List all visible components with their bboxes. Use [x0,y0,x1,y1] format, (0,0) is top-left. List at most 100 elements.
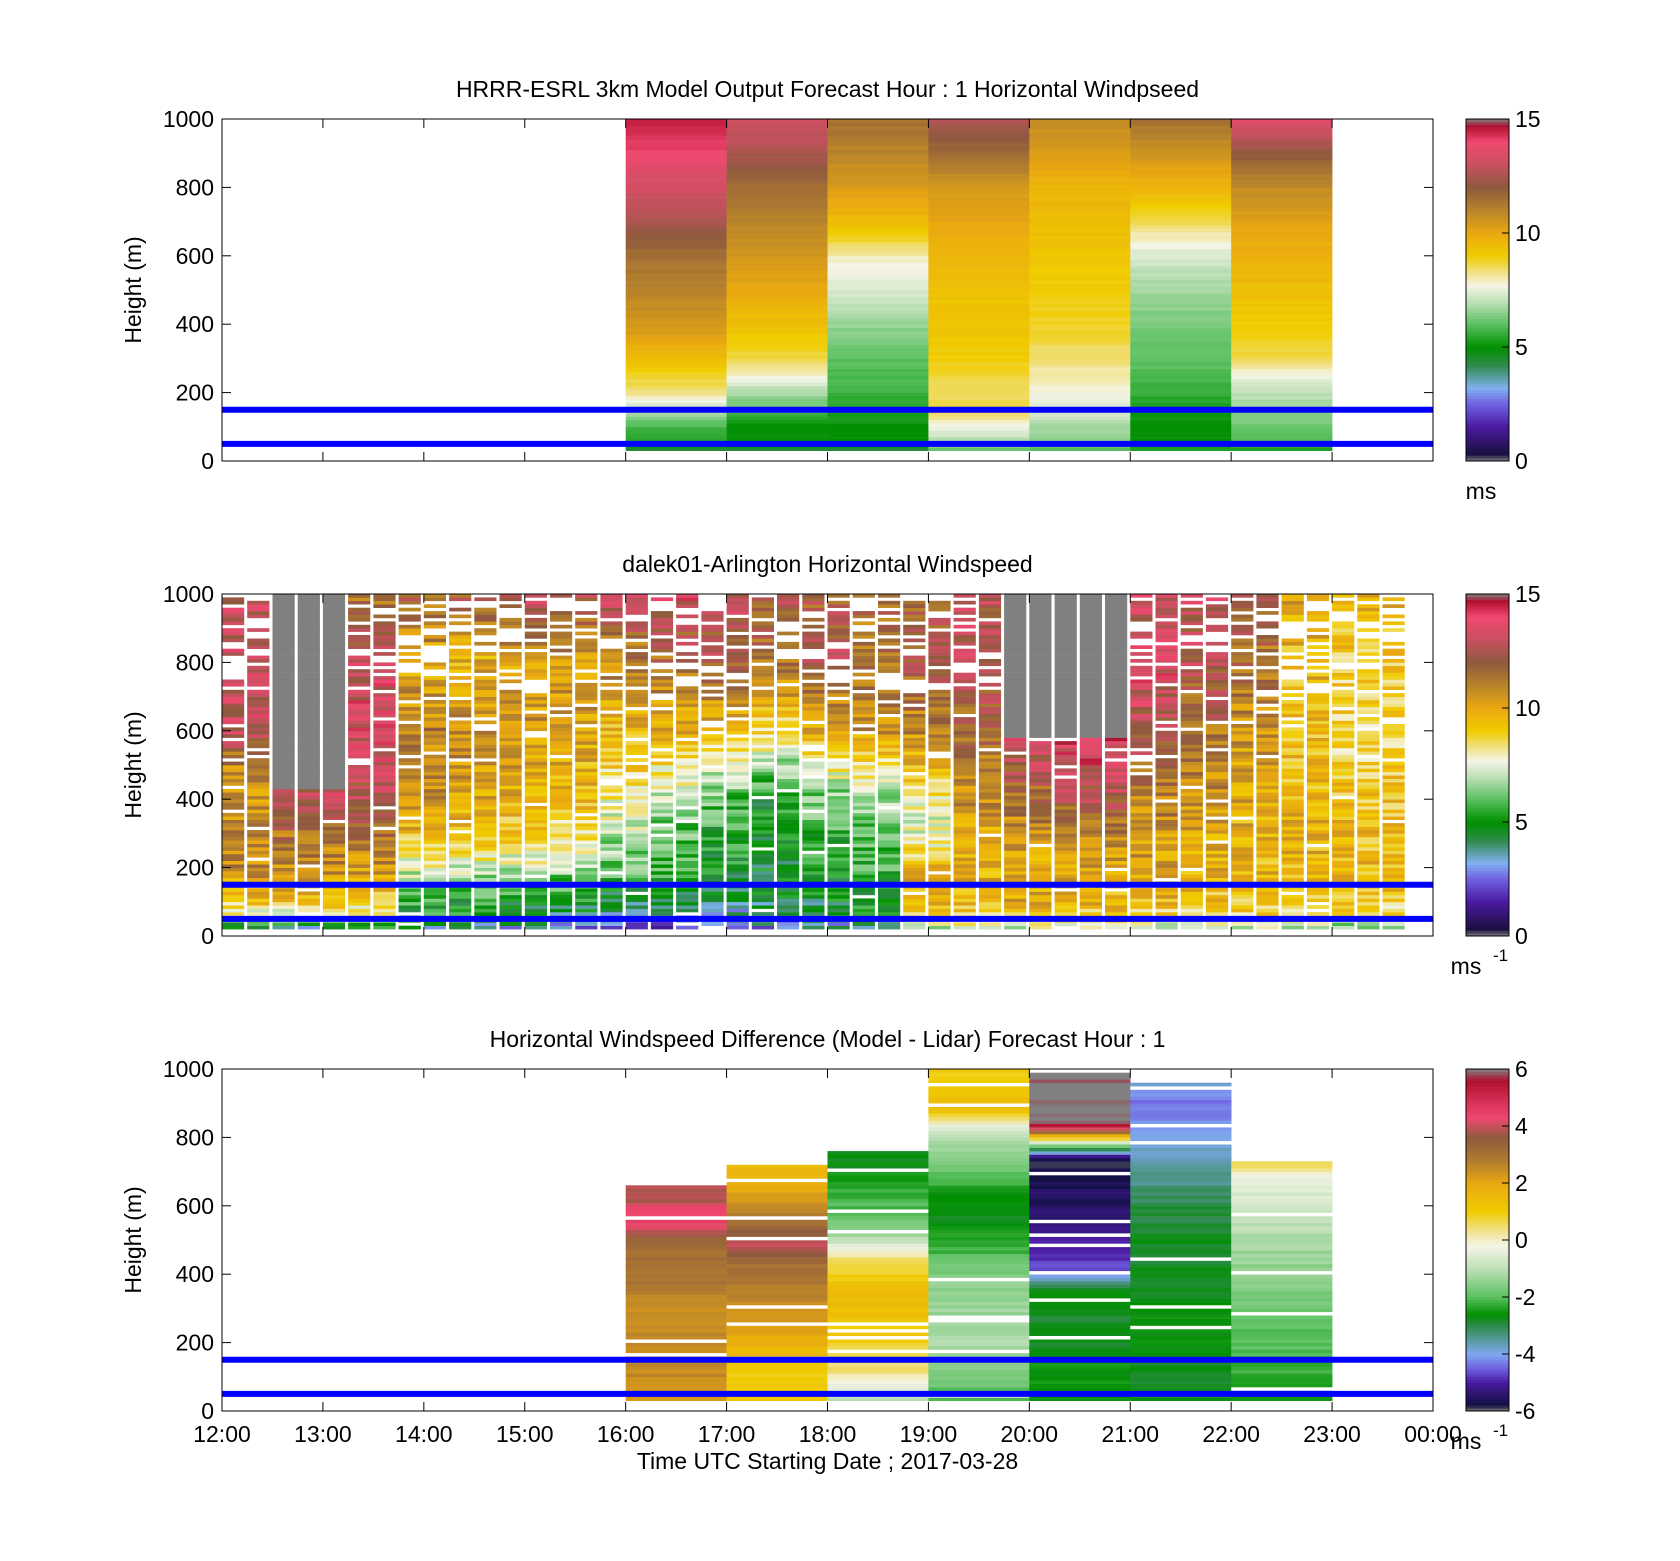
heatmap-cell [1205,901,1229,906]
heatmap-cell [1105,905,1128,909]
heatmap-cell [322,594,346,598]
heatmap-cell [297,847,320,851]
heatmap-cell [751,860,774,865]
heatmap-cell [878,877,901,882]
heatmap-cell [903,765,926,769]
heatmap-cell [550,730,573,735]
heatmap-cell [322,799,346,803]
heatmap-cell [953,840,976,844]
heatmap-cell [1205,819,1229,824]
heatmap-cell [1130,334,1232,339]
heatmap-cell [1130,214,1232,219]
heatmap-cell [726,413,828,417]
heatmap-cell [322,795,346,800]
heatmap-cell [1231,259,1333,263]
heatmap-cell [449,662,472,667]
heatmap-cell [751,843,774,848]
heatmap-cell [1130,594,1153,598]
heatmap-cell [701,645,724,649]
heatmap-cell [222,823,245,827]
heatmap-cell [373,847,396,851]
heatmap-cell [1332,871,1355,875]
heatmap-cell [247,850,270,855]
heatmap-cell [625,313,727,318]
heatmap-cell [322,874,346,879]
heatmap-cell [348,669,371,673]
heatmap-cell [1130,706,1153,711]
heatmap-cell [1231,385,1333,390]
heatmap-cell [449,710,472,714]
heatmap-cell [222,730,245,735]
heatmap-cell [499,645,522,649]
heatmap-cell [322,925,346,930]
heatmap-cell [575,898,598,903]
heatmap-cell [903,638,926,643]
heatmap-cell [1029,286,1131,291]
heatmap-cell [373,751,396,755]
heatmap-cell [247,741,270,745]
heatmap-cell [348,706,371,711]
heatmap-cell [222,925,245,930]
heatmap-cell [802,641,825,646]
heatmap-cell [625,187,727,192]
heatmap-cell [1180,809,1203,814]
heatmap-cell [1180,843,1203,848]
heatmap-cell [272,871,295,875]
heatmap-cell [726,204,828,209]
heatmap-cell [322,645,346,649]
heatmap-cell [1155,891,1178,896]
colorbar-swatch [1466,184,1509,188]
heatmap-cell [1256,768,1279,773]
heatmap-cell [222,741,245,745]
heatmap-cell [1079,645,1102,649]
heatmap-cell [423,727,446,732]
heatmap-cell [449,895,472,899]
heatmap-cell [978,799,1002,803]
heatmap-cell [348,617,371,622]
heatmap-cell [726,696,749,701]
heatmap-cell [852,816,875,820]
heatmap-cell [878,840,901,844]
heatmap-cell [726,864,749,868]
heatmap-cell [903,734,926,738]
heatmap-cell [348,785,371,790]
heatmap-cell [827,190,929,195]
heatmap-cell [1231,324,1333,328]
heatmap-cell [1105,628,1128,632]
heatmap-cell [1155,747,1178,752]
heatmap-cell [600,792,623,797]
heatmap-cell [1029,180,1131,185]
heatmap-cell [1205,908,1229,913]
heatmap-cell [322,611,346,615]
heatmap-cell [1130,693,1153,697]
heatmap-cell [701,689,724,694]
heatmap-cell [1130,447,1232,451]
heatmap-cell [1231,922,1254,926]
heatmap-cell [1029,655,1052,660]
colorbar-swatch [1466,435,1509,439]
heatmap-cell [650,730,674,735]
heatmap-cell [625,751,648,755]
heatmap-cell [1029,334,1131,339]
heatmap-cell [1029,734,1052,738]
heatmap-cell [297,686,320,690]
heatmap-cell [373,768,396,773]
heatmap-cell [474,782,497,786]
heatmap-cell [726,119,828,123]
heatmap-cell [852,594,875,598]
heatmap-cell [373,799,396,803]
heatmap-cell [978,843,1002,848]
heatmap-cell [1029,860,1052,865]
heatmap-cell [1105,621,1128,626]
heatmap-cell [575,901,598,906]
heatmap-cell [449,641,472,646]
heatmap-cell [1231,624,1254,629]
heatmap-cell [1231,276,1333,280]
heatmap-cell [1281,710,1304,714]
heatmap-cell [1155,724,1178,728]
heatmap-cell [1281,706,1304,711]
heatmap-cell [827,785,850,790]
heatmap-cell [1054,871,1077,875]
heatmap-cell [1004,864,1027,868]
heatmap-cell [297,891,320,896]
